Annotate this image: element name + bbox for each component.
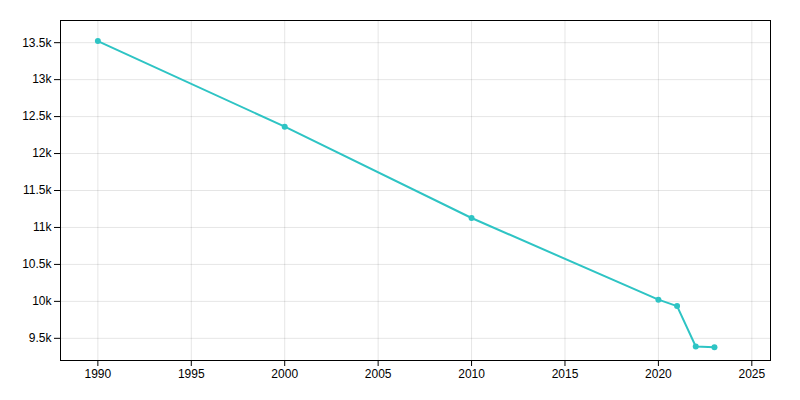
svg-text:10.5k: 10.5k — [22, 257, 52, 271]
svg-text:2020: 2020 — [645, 367, 672, 381]
svg-text:11k: 11k — [33, 220, 52, 234]
svg-text:13k: 13k — [32, 72, 52, 86]
svg-text:1995: 1995 — [178, 367, 205, 381]
svg-text:2015: 2015 — [552, 367, 579, 381]
svg-text:12k: 12k — [32, 146, 52, 160]
svg-text:9.5k: 9.5k — [29, 331, 53, 345]
svg-text:2005: 2005 — [365, 367, 392, 381]
svg-text:1990: 1990 — [85, 367, 112, 381]
svg-text:12.5k: 12.5k — [22, 109, 52, 123]
svg-text:2010: 2010 — [458, 367, 485, 381]
svg-text:10k: 10k — [32, 294, 52, 308]
svg-text:2000: 2000 — [271, 367, 298, 381]
svg-text:2025: 2025 — [738, 367, 765, 381]
svg-text:13.5k: 13.5k — [22, 36, 52, 50]
svg-text:11.5k: 11.5k — [23, 183, 52, 197]
